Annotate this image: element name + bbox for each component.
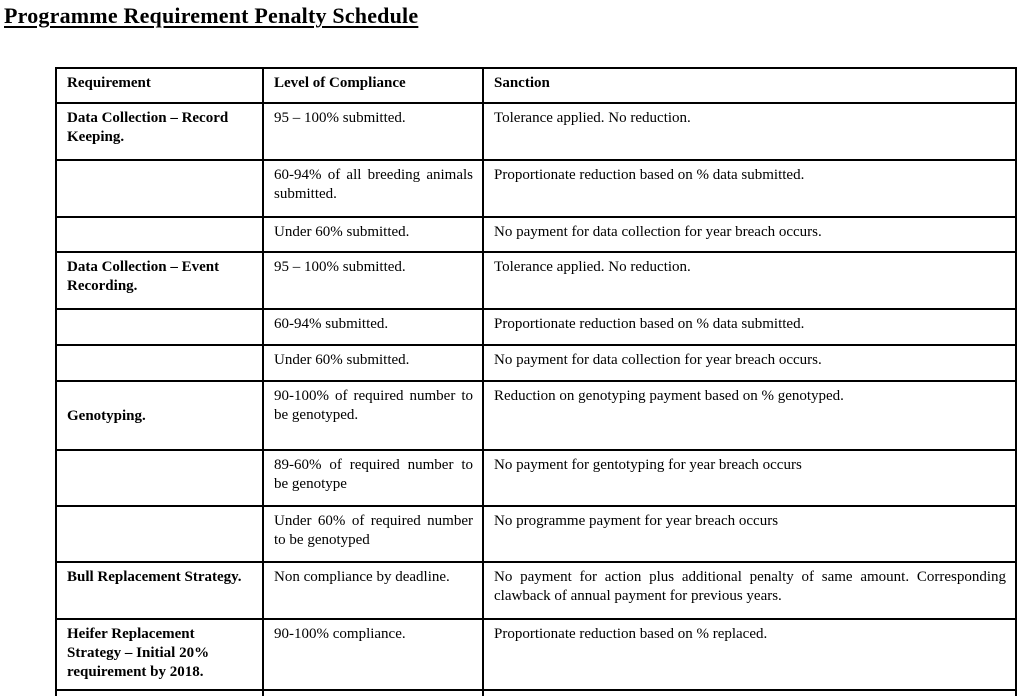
table-row: Under 60% submitted. No payment for data…: [55, 216, 1017, 253]
table-row: Data Collection – Record Keeping. 95 – 1…: [55, 102, 1017, 161]
cell-requirement: Heifer Replacement Strategy – Initial 20…: [55, 618, 264, 691]
table-row: Bull Replacement Strategy. Non complianc…: [55, 561, 1017, 620]
cell-sanction: No payment for data collection for year …: [482, 216, 1017, 253]
cell-sanction: Tolerance applied. No reduction.: [482, 102, 1017, 161]
cell-requirement: Data Collection – Record Keeping.: [55, 102, 264, 161]
column-header-compliance: Level of Compliance: [262, 67, 484, 104]
cell-requirement: [55, 159, 264, 218]
cell-requirement: [55, 216, 264, 253]
cell-requirement: Bull Replacement Strategy.: [55, 561, 264, 620]
column-header-requirement: Requirement: [55, 67, 264, 104]
cell-sanction: No programme payment for year breach occ…: [482, 505, 1017, 563]
cell-sanction: Proportionate reduction based on % data …: [482, 308, 1017, 346]
table-row: Data Collection – Event Recording. 95 – …: [55, 251, 1017, 310]
cell-sanction: No payment for action plus additional pe…: [482, 561, 1017, 620]
cell-requirement: Data Collection – Event Recording.: [55, 251, 264, 310]
cell-sanction: Proportionate reduction based on % repla…: [482, 618, 1017, 691]
cell-compliance: 90-100% compliance.: [262, 618, 484, 691]
cell-sanction: Tolerance applied. No reduction.: [482, 251, 1017, 310]
cell-compliance: 89-60% of required number to be genotype: [262, 449, 484, 507]
cell-compliance: 90-100% of required number to be genotyp…: [262, 380, 484, 451]
cell-sanction: No payment for gentotyping for year brea…: [482, 449, 1017, 507]
cell-compliance: Under 60% submitted.: [262, 344, 484, 382]
cell-compliance: 95 – 100% submitted.: [262, 102, 484, 161]
cell-compliance: Under 60% of required number to be genot…: [262, 505, 484, 563]
cell-compliance: Under 60% submitted.: [262, 216, 484, 253]
cell-sanction: [482, 689, 1017, 696]
cell-compliance: 95 – 100% submitted.: [262, 251, 484, 310]
cell-sanction: No payment for data collection for year …: [482, 344, 1017, 382]
table-header-row: Requirement Level of Compliance Sanction: [55, 67, 1017, 104]
table-row: 89-60% of required number to be genotype…: [55, 449, 1017, 507]
cell-requirement: [55, 308, 264, 346]
table-row: Under 60% submitted. No payment for data…: [55, 344, 1017, 382]
table-row: Heifer Replacement Strategy – Initial 20…: [55, 618, 1017, 691]
cell-compliance: [262, 689, 484, 696]
table-row: Under 60% of required number to be genot…: [55, 505, 1017, 563]
cell-sanction: Reduction on genotyping payment based on…: [482, 380, 1017, 451]
cell-requirement: [55, 505, 264, 563]
cell-requirement: [55, 689, 264, 696]
column-header-sanction: Sanction: [482, 67, 1017, 104]
page-title: Programme Requirement Penalty Schedule: [4, 3, 419, 28]
cell-requirement: [55, 344, 264, 382]
cell-requirement: Genotyping.: [55, 380, 264, 451]
penalty-schedule-table: Requirement Level of Compliance Sanction…: [55, 67, 1017, 696]
table-row: Genotyping. 90-100% of required number t…: [55, 380, 1017, 451]
table-row: 60-94% of all breeding animals submitted…: [55, 159, 1017, 218]
cell-compliance: 60-94% submitted.: [262, 308, 484, 346]
cell-compliance: 60-94% of all breeding animals submitted…: [262, 159, 484, 218]
cell-sanction: Proportionate reduction based on % data …: [482, 159, 1017, 218]
table-row-partial: [55, 689, 1017, 696]
cell-requirement: [55, 449, 264, 507]
table-row: 60-94% submitted. Proportionate reductio…: [55, 308, 1017, 346]
cell-compliance: Non compliance by deadline.: [262, 561, 484, 620]
